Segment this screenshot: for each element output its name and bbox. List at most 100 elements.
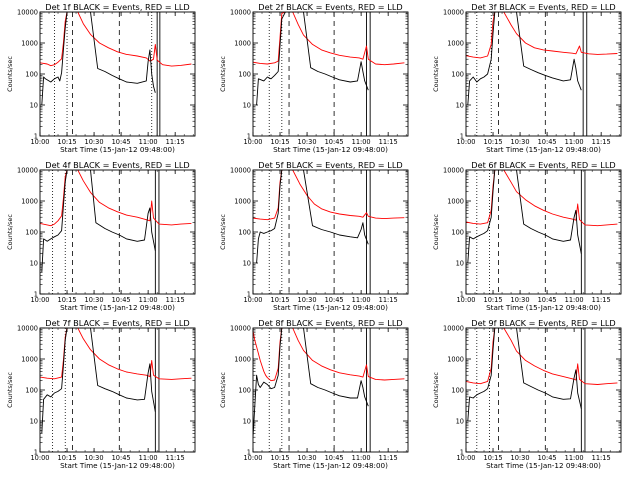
panel-frame — [465, 169, 622, 295]
y-tick-label: 10000 — [17, 325, 38, 333]
panel-data-area — [253, 12, 405, 136]
y-axis-label: Counts/sec — [219, 372, 227, 408]
panel-data-area — [40, 328, 192, 452]
panel-frame — [465, 327, 622, 453]
x-tick-label: 10:00 — [30, 454, 49, 462]
panel-title: Det 5f BLACK = Events, RED = LLD — [258, 160, 402, 170]
x-tick-label: 10:00 — [243, 138, 262, 146]
y-tick-label: 100 — [451, 71, 464, 79]
y-tick-label: 1 — [247, 291, 251, 299]
x-tick-label: 10:15 — [58, 296, 77, 304]
x-tick-label: 10:30 — [511, 296, 530, 304]
y-tick-label: 1 — [460, 291, 464, 299]
y-tick-label: 1 — [34, 291, 38, 299]
panel-frame — [39, 11, 196, 137]
y-tick-label: 1000 — [234, 40, 251, 48]
x-axis-label: Start Time (15-Jan-12 09:48:00) — [60, 461, 175, 470]
y-tick-label: 1000 — [447, 40, 464, 48]
x-tick-label: 10:15 — [484, 454, 503, 462]
y-tick-label: 100 — [451, 387, 464, 395]
y-axis-label: Counts/sec — [432, 56, 440, 92]
x-axis-label: Start Time (15-Jan-12 09:48:00) — [60, 303, 175, 312]
x-tick-label: 10:30 — [298, 138, 317, 146]
x-tick-label: 10:00 — [30, 296, 49, 304]
y-tick-label: 10000 — [443, 325, 464, 333]
y-tick-label: 1 — [247, 133, 251, 141]
x-axis-label: Start Time (15-Jan-12 09:48:00) — [60, 145, 175, 154]
x-tick-label: 10:30 — [85, 296, 104, 304]
x-tick-label: 10:30 — [85, 454, 104, 462]
x-tick-label: 11:15 — [379, 138, 398, 146]
x-tick-label: 11:15 — [592, 138, 611, 146]
detector-panel-5: Det 5f BLACK = Events, RED = LLD Counts/s… — [219, 160, 409, 312]
x-tick-label: 10:15 — [484, 138, 503, 146]
y-tick-label: 100 — [25, 229, 38, 237]
y-tick-label: 10000 — [17, 167, 38, 175]
y-tick-label: 100 — [25, 387, 38, 395]
x-tick-label: 10:45 — [538, 454, 557, 462]
x-tick-label: 11:00 — [565, 138, 584, 146]
y-tick-label: 100 — [238, 71, 251, 79]
lld-series-line — [466, 170, 618, 227]
panel-title: Det 1f BLACK = Events, RED = LLD — [45, 2, 189, 12]
panel-data-area — [40, 12, 192, 136]
lld-series-line — [40, 328, 192, 380]
panel-data-area — [40, 170, 192, 294]
x-tick-label: 10:00 — [30, 138, 49, 146]
panel-title: Det 4f BLACK = Events, RED = LLD — [45, 160, 189, 170]
y-tick-label: 10000 — [443, 167, 464, 175]
x-tick-label: 11:15 — [166, 138, 185, 146]
x-tick-label: 10:30 — [298, 454, 317, 462]
y-axis-label: Counts/sec — [219, 56, 227, 92]
y-tick-label: 10000 — [230, 167, 251, 175]
y-tick-label: 1 — [34, 449, 38, 457]
detector-panel-7: Det 7f BLACK = Events, RED = LLD Counts/s… — [6, 318, 196, 470]
x-tick-label: 10:15 — [58, 138, 77, 146]
x-tick-label: 10:00 — [456, 296, 475, 304]
y-tick-label: 1000 — [21, 198, 38, 206]
y-tick-label: 1000 — [447, 356, 464, 364]
y-tick-label: 10 — [243, 260, 251, 268]
x-tick-label: 10:30 — [511, 454, 530, 462]
panel-frame — [465, 11, 622, 137]
y-tick-label: 10 — [243, 418, 251, 426]
detector-panel-2: Det 2f BLACK = Events, RED = LLD Counts/s… — [219, 2, 409, 154]
x-tick-label: 10:45 — [325, 296, 344, 304]
x-tick-label: 11:15 — [592, 296, 611, 304]
panel-data-area — [466, 328, 618, 452]
detector-panel-8: Det 8f BLACK = Events, RED = LLD Counts/s… — [219, 318, 409, 470]
y-tick-label: 1000 — [447, 198, 464, 206]
x-tick-label: 10:30 — [85, 138, 104, 146]
x-axis-label: Start Time (15-Jan-12 09:48:00) — [486, 145, 601, 154]
y-axis-label: Counts/sec — [432, 372, 440, 408]
y-tick-label: 100 — [238, 229, 251, 237]
y-axis-label: Counts/sec — [6, 214, 14, 250]
x-tick-label: 10:45 — [112, 296, 131, 304]
panel-title: Det 2f BLACK = Events, RED = LLD — [258, 2, 402, 12]
x-axis-label: Start Time (15-Jan-12 09:48:00) — [486, 461, 601, 470]
x-tick-label: 10:15 — [58, 454, 77, 462]
x-tick-label: 11:00 — [352, 296, 371, 304]
x-tick-label: 11:00 — [139, 296, 158, 304]
y-axis-label: Counts/sec — [219, 214, 227, 250]
y-tick-label: 10 — [30, 260, 38, 268]
y-tick-label: 10 — [30, 418, 38, 426]
panel-data-area — [253, 328, 405, 452]
y-tick-label: 1 — [460, 449, 464, 457]
panel-frame — [39, 169, 196, 295]
y-tick-label: 10000 — [230, 9, 251, 17]
y-tick-label: 10 — [456, 418, 464, 426]
x-tick-label: 10:00 — [456, 454, 475, 462]
panel-title: Det 9f BLACK = Events, RED = LLD — [471, 318, 615, 328]
x-tick-label: 11:00 — [139, 454, 158, 462]
x-tick-label: 10:15 — [271, 138, 290, 146]
y-tick-label: 10000 — [230, 325, 251, 333]
x-tick-label: 10:45 — [112, 454, 131, 462]
x-axis-label: Start Time (15-Jan-12 09:48:00) — [273, 461, 388, 470]
x-axis-label: Start Time (15-Jan-12 09:48:00) — [273, 145, 388, 154]
events-series-line — [41, 328, 156, 434]
y-tick-label: 1000 — [21, 40, 38, 48]
panel-title: Det 7f BLACK = Events, RED = LLD — [45, 318, 189, 328]
